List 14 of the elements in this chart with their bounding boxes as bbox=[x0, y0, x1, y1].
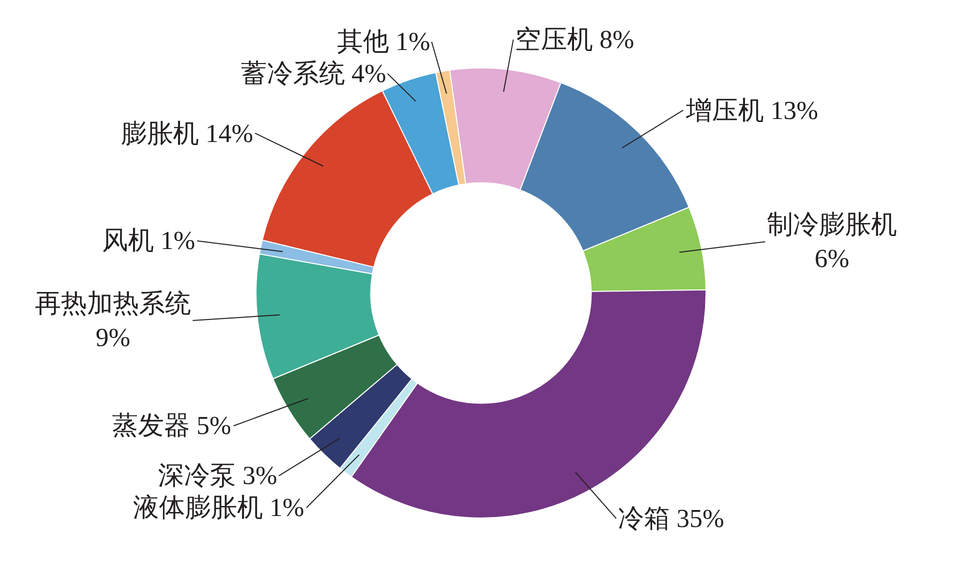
slice-label: 深冷泵 3% bbox=[158, 461, 278, 490]
slice-label: 膨胀机 14% bbox=[121, 119, 254, 148]
data-label: 6% bbox=[814, 244, 850, 273]
slice-label: 其他 1% bbox=[337, 27, 430, 56]
slice-label: 再热加热系统 bbox=[35, 289, 191, 318]
slice-label: 增压机 13% bbox=[685, 96, 818, 125]
slice-label: 蒸发器 5% bbox=[112, 411, 232, 440]
slice-label: 蓄冷系统 4% bbox=[241, 59, 386, 88]
data-label: 9% bbox=[96, 322, 130, 352]
slice-label: 液体膨胀机 1% bbox=[133, 493, 304, 522]
slice-label: 制冷膨胀机 bbox=[767, 210, 897, 239]
slice-label: 冷箱 35% bbox=[618, 504, 724, 533]
slice-label: 空压机 8% bbox=[515, 25, 634, 54]
slice-label: 风机 1% bbox=[102, 226, 196, 255]
